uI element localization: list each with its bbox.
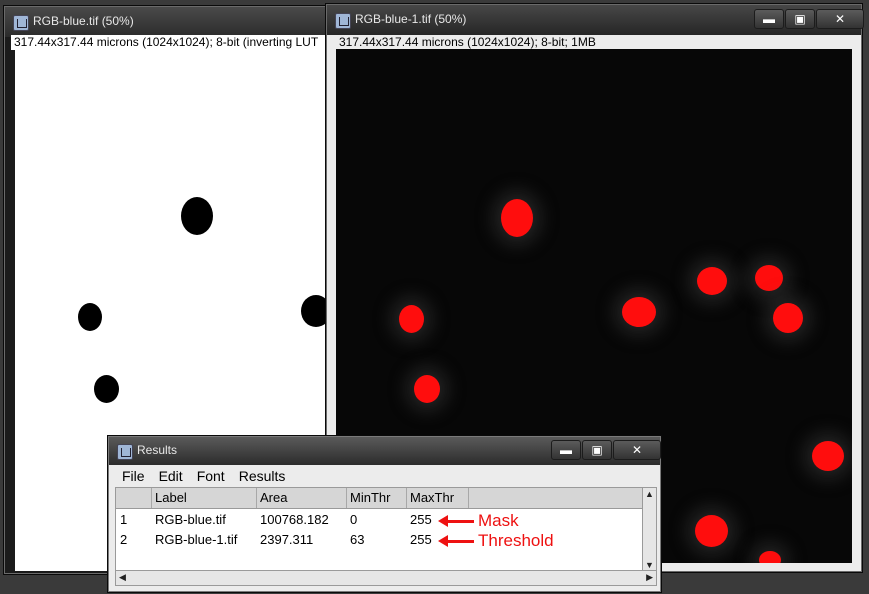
row-label: RGB-blue-1.tif <box>155 532 238 547</box>
table-row[interactable]: 2 RGB-blue-1.tif 2397.311 63 255 <box>116 530 643 550</box>
row-maxthr: 255 <box>410 512 432 527</box>
menu-font[interactable]: Font <box>196 468 225 484</box>
row-maxthr: 255 <box>410 532 432 547</box>
column-header-maxthr[interactable]: MaxThr <box>407 488 469 508</box>
mask-window-title: RGB-blue.tif (50%) <box>33 14 134 28</box>
threshold-nucleus <box>501 199 533 237</box>
mask-annotation: Mask <box>438 511 519 531</box>
threshold-annotation: Threshold <box>438 531 554 551</box>
menu-results[interactable]: Results <box>238 468 286 484</box>
menu-file[interactable]: File <box>122 468 145 484</box>
mask-image-info: 317.44x317.44 microns (1024x1024); 8-bit… <box>11 35 332 50</box>
annotation-arrow-shaft <box>448 539 474 543</box>
scroll-down-icon[interactable]: ▼ <box>645 560 654 570</box>
mask-window-titlebar[interactable]: RGB-blue.tif (50%) <box>5 7 329 37</box>
annotation-arrow-shaft <box>448 519 474 523</box>
threshold-nucleus <box>812 441 844 471</box>
maximize-button[interactable]: ▣ <box>785 9 815 29</box>
row-minthr: 0 <box>350 512 358 527</box>
row-index: 2 <box>120 532 128 547</box>
threshold-nucleus <box>399 305 424 333</box>
row-label: RGB-blue.tif <box>155 512 226 527</box>
results-table-header: Label Area MinThr MaxThr <box>116 488 643 509</box>
threshold-nucleus <box>759 551 781 563</box>
vertical-scrollbar[interactable]: ▲ ▼ <box>642 487 657 572</box>
threshold-nucleus <box>414 375 440 403</box>
threshold-annotation-label: Threshold <box>478 531 554 550</box>
menu-edit[interactable]: Edit <box>158 468 183 484</box>
mask-annotation-label: Mask <box>478 511 519 530</box>
column-header-label[interactable]: Label <box>152 488 257 508</box>
threshold-nucleus <box>622 297 656 327</box>
arrow-left-icon <box>438 535 448 547</box>
threshold-window-titlebar[interactable]: RGB-blue-1.tif (50%) ▬ ▣ ✕ <box>327 5 864 35</box>
close-button[interactable]: ✕ <box>816 9 864 29</box>
mask-blob <box>94 375 119 403</box>
arrow-left-icon <box>438 515 448 527</box>
results-menubar: File Edit Font Results <box>115 467 654 487</box>
minimize-button[interactable]: ▬ <box>754 9 784 29</box>
results-window[interactable]: Results ▬ ▣ ✕ File Edit Font Results Lab… <box>108 436 661 592</box>
row-index: 1 <box>120 512 128 527</box>
results-window-title: Results <box>137 443 178 457</box>
scroll-up-icon[interactable]: ▲ <box>645 489 654 499</box>
row-minthr: 63 <box>350 532 365 547</box>
threshold-nucleus <box>695 515 728 547</box>
table-row[interactable]: 1 RGB-blue.tif 100768.182 0 255 <box>116 510 643 530</box>
imagej-icon <box>13 15 29 31</box>
mask-blob <box>181 197 213 235</box>
scroll-left-icon[interactable]: ◀ <box>119 572 126 582</box>
imagej-icon <box>117 444 133 460</box>
threshold-nucleus <box>773 303 803 333</box>
horizontal-scrollbar[interactable]: ◀ ▶ <box>115 570 657 586</box>
threshold-nucleus <box>697 267 727 295</box>
column-header-area[interactable]: Area <box>257 488 347 508</box>
threshold-window-title: RGB-blue-1.tif (50%) <box>355 12 467 26</box>
threshold-image-info: 317.44x317.44 microns (1024x1024); 8-bit… <box>336 35 852 49</box>
scroll-right-icon[interactable]: ▶ <box>646 572 653 582</box>
threshold-nucleus <box>755 265 783 291</box>
row-area: 2397.311 <box>260 532 314 547</box>
column-header-index[interactable] <box>116 488 152 508</box>
results-table[interactable]: Label Area MinThr MaxThr 1 RGB-blue.tif … <box>115 487 644 572</box>
row-area: 100768.182 <box>260 512 329 527</box>
maximize-button[interactable]: ▣ <box>582 440 612 460</box>
results-window-titlebar[interactable]: Results ▬ ▣ ✕ <box>109 437 661 465</box>
mask-blob <box>78 303 102 331</box>
column-header-minthr[interactable]: MinThr <box>347 488 407 508</box>
minimize-button[interactable]: ▬ <box>551 440 581 460</box>
close-button[interactable]: ✕ <box>613 440 661 460</box>
imagej-icon <box>335 13 351 29</box>
